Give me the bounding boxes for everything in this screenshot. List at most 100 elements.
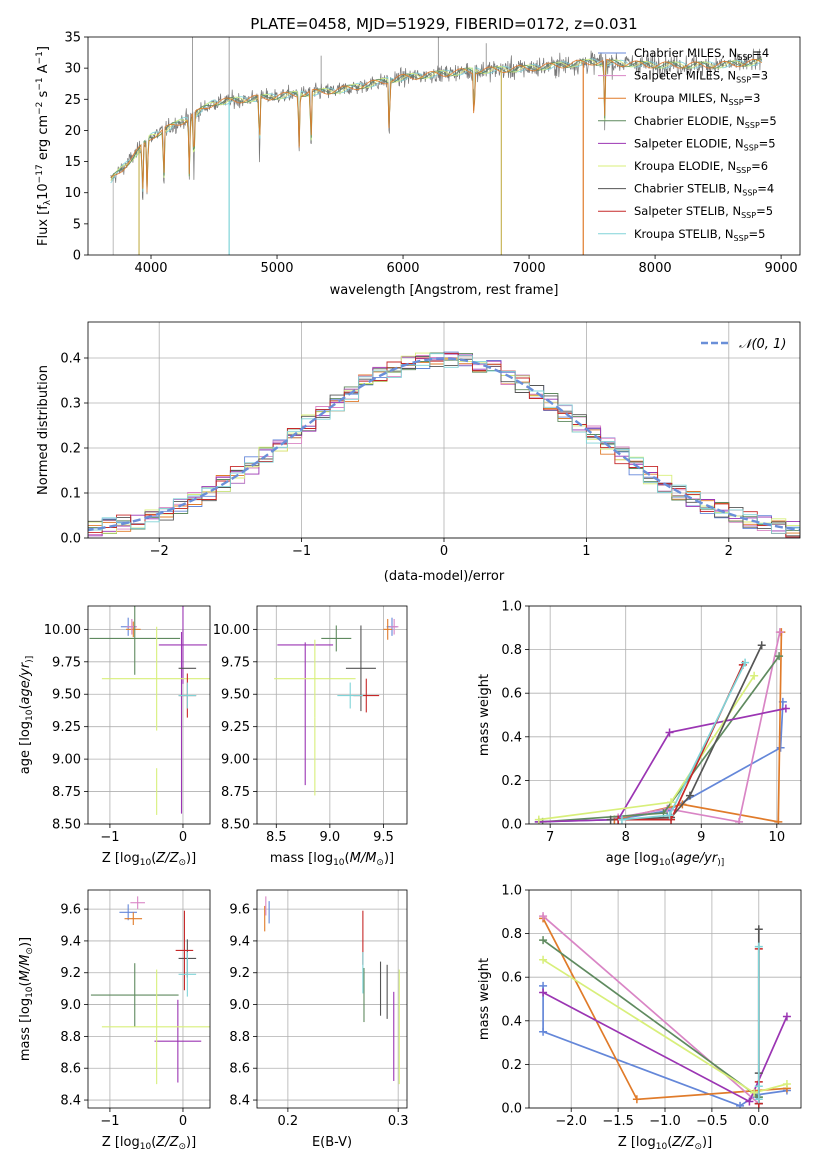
legend-label: 𝒩(0, 1) [739,337,786,352]
x-axis-label-part: ( [151,1135,156,1150]
legend-label-part: =5 [759,136,776,150]
y-tick-label: 8.4 [60,1094,81,1109]
y-tick-label: 9.25 [221,720,250,735]
legend-label-part: SSP [745,121,760,130]
y-tick-label: 0.4 [60,352,81,367]
y-axis-label: mass [log10(M/M⊙)] [18,937,35,1061]
x-tick-label: 0.2 [278,1114,299,1129]
plot-area [264,896,400,1085]
legend-label-part: Chabrier MILES, N [634,46,737,60]
model-spectrum [110,58,763,193]
y-tick-label: 15 [64,155,81,170]
x-tick-label: 5000 [260,261,293,276]
axes-frame [87,321,801,539]
legend-label-part: =4 [757,182,774,196]
x-tick-label: 7 [546,830,554,845]
legend-label-part: Chabrier STELIB, N [634,182,742,196]
y-tick-label: 9.50 [52,688,81,703]
legend-label: Chabrier ELODIE, NSSP=5 [634,114,777,130]
y-tick-label: 30 [64,62,81,77]
y-tick-label: 35 [64,31,81,46]
y-tick-label: 8.75 [52,785,81,800]
x-axis-label-part: 10 [140,1142,152,1152]
panel-mass-weight-vs-Z: −2.0 −1.5 −1.0 −0.5 0.0 0.0 0.2 0.4 0.6 0.8 1.0 Z [… [477,884,802,1152]
y-tick-label: 8.75 [221,785,250,800]
x-axis-label-part: Z/Z [671,1135,695,1150]
weight-marker [667,815,676,824]
y-tick-label: 8.8 [60,1030,81,1045]
legend-label-part: SSP [741,211,756,220]
weight-marker [685,791,694,800]
legend-label: Salpeter ELODIE, NSSP=5 [634,136,776,152]
weight-marker [754,925,763,934]
weight-marker [774,817,783,824]
legend-label-part: Kroupa STELIB, N [634,227,734,241]
plot-area [539,912,791,1108]
weight-series [621,662,746,821]
y-axis-label-part: 10 [25,709,35,721]
y-tick-label: 25 [64,93,81,108]
y-axis-label-part: −2 [35,102,45,115]
legend-label-part: =5 [749,227,766,241]
axes-frame [528,605,802,825]
x-tick-label: 0 [440,544,448,559]
y-tick-label: 8.6 [60,1062,81,1077]
x-axis-label-part: age [log [606,851,659,866]
weight-series [542,939,760,1098]
chart-title: PLATE=0458, MJD=51929, FIBERID=0172, z=0… [250,15,637,33]
y-tick-label: 0.2 [60,442,81,457]
legend-label: Chabrier STELIB, NSSP=4 [634,182,774,198]
y-tick-label: 0 [73,249,81,264]
x-axis-label-part: Z [log [102,1135,140,1150]
y-axis-label-part: −17 [35,164,45,183]
legend-label-part: Salpeter ELODIE, N [634,136,744,150]
legend-label-part: SSP [737,53,752,62]
y-tick-label: 9.4 [229,934,250,949]
y-tick-label: 9.25 [52,720,81,735]
panel-spectrum: 4000 5000 6000 7000 8000 9000 0 5 10 15 20 25 30 35 PL… [35,15,801,298]
x-axis-label: mass [log10(M/M⊙)] [270,851,394,868]
y-tick-label: 0.4 [501,1014,522,1029]
y-axis-label-part: 10 [25,986,35,998]
legend-label-part: SSP [734,234,749,243]
x-tick-label: 9.5 [373,830,394,845]
legend-label-part: Salpeter STELIB, N [634,204,741,218]
y-axis-label-part: −1 [35,51,45,64]
y-tick-label: 9.50 [221,688,250,703]
y-tick-label: 10.00 [213,623,250,638]
weight-marker [754,942,763,951]
weight-marker [617,815,626,824]
x-tick-label: 8000 [639,261,672,276]
x-tick-label: 9.0 [320,830,341,845]
axes-frame [256,889,408,1109]
y-tick-label: 9.0 [229,998,250,1013]
legend-label: Salpeter MILES, NSSP=3 [634,69,768,85]
y-tick-label: 0.0 [60,532,81,547]
x-tick-label: 2 [725,544,733,559]
y-tick-label: 0.2 [501,1058,522,1073]
x-axis-label-part: )] [717,858,724,868]
y-tick-label: 0.6 [501,971,522,986]
x-tick-label: 1 [582,544,590,559]
y-axis-label-part: ( [18,704,33,709]
x-axis-label-part: ( [670,851,675,866]
x-tick-label: 6000 [386,261,419,276]
y-tick-label: 9.75 [52,655,81,670]
weight-marker [606,815,615,824]
y-tick-label: 9.6 [60,903,81,918]
weight-marker [750,671,759,680]
weight-marker [539,936,548,945]
y-tick-label: 9.75 [221,655,250,670]
x-tick-label: −1.5 [602,1114,634,1129]
legend-label-part: =5 [760,114,777,128]
x-axis-label-part: )] [186,1135,196,1150]
axes-frame [256,605,408,825]
y-tick-label: 9.0 [60,998,81,1013]
weight-marker [665,728,674,737]
x-axis-label-part: Z [log [102,851,140,866]
model-spectrum [110,58,763,192]
y-axis-label-part: )] [18,937,33,947]
y-axis-label-part: age [log [18,721,33,774]
